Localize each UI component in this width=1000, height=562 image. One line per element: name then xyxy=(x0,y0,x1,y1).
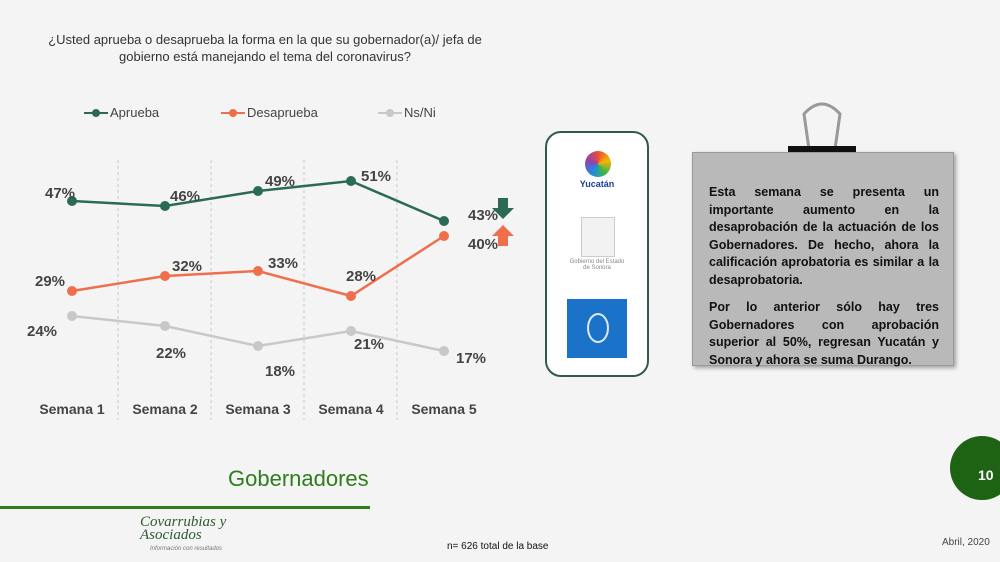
yucatan-logo xyxy=(585,151,611,177)
legend-desaprueba: Desaprueba xyxy=(221,105,318,120)
data-label: 49% xyxy=(265,173,295,190)
data-point xyxy=(253,266,263,276)
data-point xyxy=(67,311,77,321)
x-tick-label: Semana 3 xyxy=(225,401,291,417)
data-label: 17% xyxy=(456,350,486,367)
section-divider xyxy=(0,506,370,509)
data-label: 43% xyxy=(468,207,498,224)
legend-label: Aprueba xyxy=(110,105,160,120)
x-tick-label: Semana 4 xyxy=(318,401,384,417)
series-ns-ni: 24% 22% 18% 21% 17% xyxy=(27,311,486,380)
company-logo: Covarrubias y Asociados xyxy=(140,514,227,543)
data-point xyxy=(160,271,170,281)
data-label: 29% xyxy=(35,273,65,290)
legend-label: Ns/Ni xyxy=(404,105,436,120)
series-aprueba: 47% 46% 49% 51% 43% xyxy=(45,168,498,226)
page-number: 10 xyxy=(978,467,994,483)
section-title: Gobernadores xyxy=(228,466,369,491)
data-label: 22% xyxy=(156,345,186,362)
legend-marker-icon xyxy=(221,108,245,117)
data-point xyxy=(346,176,356,186)
line-chart: Semana 1 Semana 2 Semana 3 Semana 4 Semana 5… xyxy=(27,160,514,420)
sonora-logo-text: Gobierno del Estado de Sonora xyxy=(569,259,625,271)
up-arrow-icon xyxy=(492,225,514,246)
down-arrow-icon xyxy=(492,198,514,219)
data-point xyxy=(160,321,170,331)
data-point xyxy=(439,346,449,356)
x-tick-label: Semana 2 xyxy=(132,401,198,417)
sample-note: n= 626 total de la base xyxy=(447,541,549,552)
state-logos-panel: Yucatán Gobierno del Estado de Sonora xyxy=(545,131,649,377)
sonora-logo xyxy=(581,217,615,257)
legend-label: Desaprueba xyxy=(247,105,318,120)
page-number-badge: 10 xyxy=(950,436,1000,500)
legend-marker-icon xyxy=(378,108,402,117)
data-point xyxy=(67,286,77,296)
data-label: 46% xyxy=(170,188,200,205)
legend-marker-icon xyxy=(84,108,108,117)
data-label: 28% xyxy=(346,268,376,285)
data-label: 21% xyxy=(354,336,384,353)
data-point xyxy=(439,216,449,226)
chart-question: ¿Usted aprueba o desaprueba la forma en … xyxy=(48,32,482,64)
data-point xyxy=(160,201,170,211)
data-label: 33% xyxy=(268,255,298,272)
data-point xyxy=(253,186,263,196)
note-paragraph-1: Esta semana se presenta un importante au… xyxy=(709,185,939,287)
series-desaprueba: 29% 32% 33% 28% 40% xyxy=(35,231,498,301)
data-point xyxy=(346,291,356,301)
durango-logo xyxy=(567,299,627,358)
legend-aprueba: Aprueba xyxy=(84,105,159,120)
x-tick-label: Semana 1 xyxy=(39,401,105,417)
note-paragraph-2: Por lo anterior sólo hay tres Gobernador… xyxy=(709,300,939,367)
note-card: Esta semana se presenta un importante au… xyxy=(692,152,954,367)
data-point xyxy=(439,231,449,241)
yucatan-logo-text: Yucatán xyxy=(579,179,615,189)
data-label: 40% xyxy=(468,236,498,253)
data-point xyxy=(253,341,263,351)
date: Abril, 2020 xyxy=(942,537,990,548)
data-label: 32% xyxy=(172,258,202,275)
data-label: 18% xyxy=(265,363,295,380)
data-label: 51% xyxy=(361,168,391,185)
legend-nsni: Ns/Ni xyxy=(378,105,436,120)
data-label: 47% xyxy=(45,185,75,202)
data-point xyxy=(67,196,77,206)
x-tick-label: Semana 5 xyxy=(411,401,477,417)
company-tagline: Información con resultados xyxy=(150,546,223,552)
data-point xyxy=(346,326,356,336)
data-label: 24% xyxy=(27,323,57,340)
